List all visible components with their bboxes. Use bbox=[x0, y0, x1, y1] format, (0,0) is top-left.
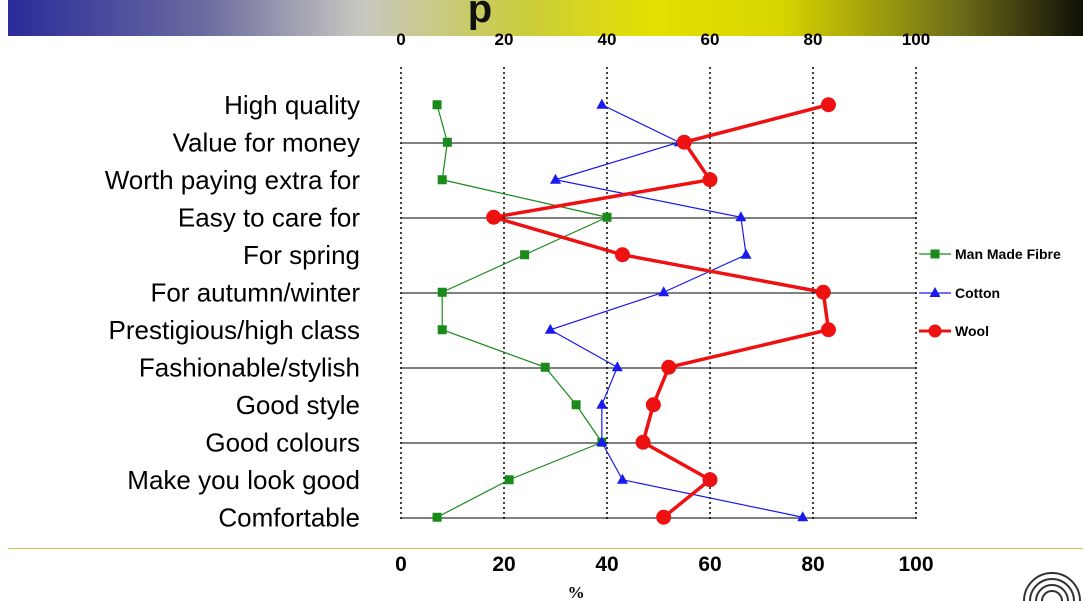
data-point-circle bbox=[702, 472, 718, 488]
footer-divider bbox=[8, 548, 1083, 549]
data-point-triangle bbox=[596, 436, 608, 447]
series-line bbox=[548, 104, 803, 518]
category-label: For autumn/winter bbox=[150, 277, 360, 307]
data-point-triangle bbox=[740, 248, 752, 259]
legend-label: Man Made Fibre bbox=[955, 246, 1061, 262]
data-point-square bbox=[571, 400, 581, 410]
x-tick-label-top: 60 bbox=[701, 30, 720, 49]
data-point-square bbox=[540, 362, 550, 372]
data-point-triangle bbox=[611, 361, 623, 372]
header-banner bbox=[8, 0, 1083, 36]
legend-label: Cotton bbox=[955, 285, 1000, 301]
data-point-square bbox=[432, 512, 442, 522]
category-label: Good style bbox=[236, 390, 360, 420]
category-label: Good colours bbox=[205, 427, 360, 457]
data-point-triangle bbox=[735, 211, 747, 222]
data-point-circle bbox=[820, 97, 836, 113]
category-label: High quality bbox=[224, 90, 360, 120]
data-point-triangle bbox=[596, 398, 608, 409]
x-axis-label: % bbox=[568, 583, 585, 601]
x-tick-label-bottom: 100 bbox=[898, 553, 933, 576]
data-point-triangle bbox=[550, 173, 561, 184]
data-point-triangle bbox=[596, 98, 608, 109]
legend-marker bbox=[928, 324, 942, 338]
data-point-square bbox=[437, 175, 447, 185]
data-point-square bbox=[504, 475, 514, 485]
data-point-triangle bbox=[658, 286, 670, 297]
x-tick-label-top: 80 bbox=[804, 30, 823, 49]
logo-icon bbox=[1023, 572, 1081, 601]
data-point-circle bbox=[676, 134, 692, 150]
legend-marker bbox=[929, 287, 941, 297]
x-tick-label-top: 40 bbox=[598, 30, 617, 49]
data-point-square bbox=[432, 100, 442, 110]
data-point-circle bbox=[661, 359, 677, 375]
legend-marker bbox=[930, 249, 940, 259]
data-point-circle bbox=[702, 172, 718, 188]
x-tick-label-bottom: 0 bbox=[395, 553, 407, 576]
data-point-circle bbox=[815, 284, 831, 300]
category-label: Value for money bbox=[173, 127, 360, 157]
series-line bbox=[436, 104, 609, 518]
data-point-square bbox=[437, 287, 447, 297]
x-tick-label-top: 20 bbox=[495, 30, 514, 49]
data-point-square bbox=[602, 212, 612, 222]
data-point-square bbox=[437, 325, 447, 335]
data-point-circle bbox=[656, 509, 672, 525]
category-label: Worth paying extra for bbox=[105, 165, 361, 195]
data-point-circle bbox=[614, 247, 630, 263]
series-line bbox=[493, 103, 831, 519]
data-point-triangle bbox=[544, 323, 556, 334]
data-point-circle bbox=[635, 434, 651, 450]
x-tick-label-top: 0 bbox=[396, 30, 405, 49]
x-tick-label-bottom: 20 bbox=[492, 553, 515, 576]
category-label: Make you look good bbox=[127, 465, 360, 495]
legend-label: Wool bbox=[955, 323, 989, 339]
data-point-square bbox=[520, 250, 530, 260]
x-tick-label-bottom: 80 bbox=[801, 553, 824, 576]
category-label: Prestigious/high class bbox=[109, 315, 360, 345]
data-point-triangle bbox=[797, 511, 809, 522]
data-point-square bbox=[442, 137, 452, 147]
title-fragment: p bbox=[467, 0, 493, 30]
category-label: Easy to care for bbox=[178, 202, 360, 232]
category-label: Comfortable bbox=[218, 502, 360, 532]
category-label: Fashionable/stylish bbox=[139, 352, 360, 382]
data-point-circle bbox=[820, 322, 836, 338]
x-tick-label-top: 100 bbox=[902, 30, 930, 49]
data-point-circle bbox=[486, 209, 502, 225]
data-point-circle bbox=[645, 397, 661, 413]
x-tick-label-bottom: 60 bbox=[698, 553, 721, 576]
data-point-triangle bbox=[616, 473, 628, 484]
category-label: For spring bbox=[243, 240, 360, 270]
x-tick-label-bottom: 40 bbox=[595, 553, 618, 576]
